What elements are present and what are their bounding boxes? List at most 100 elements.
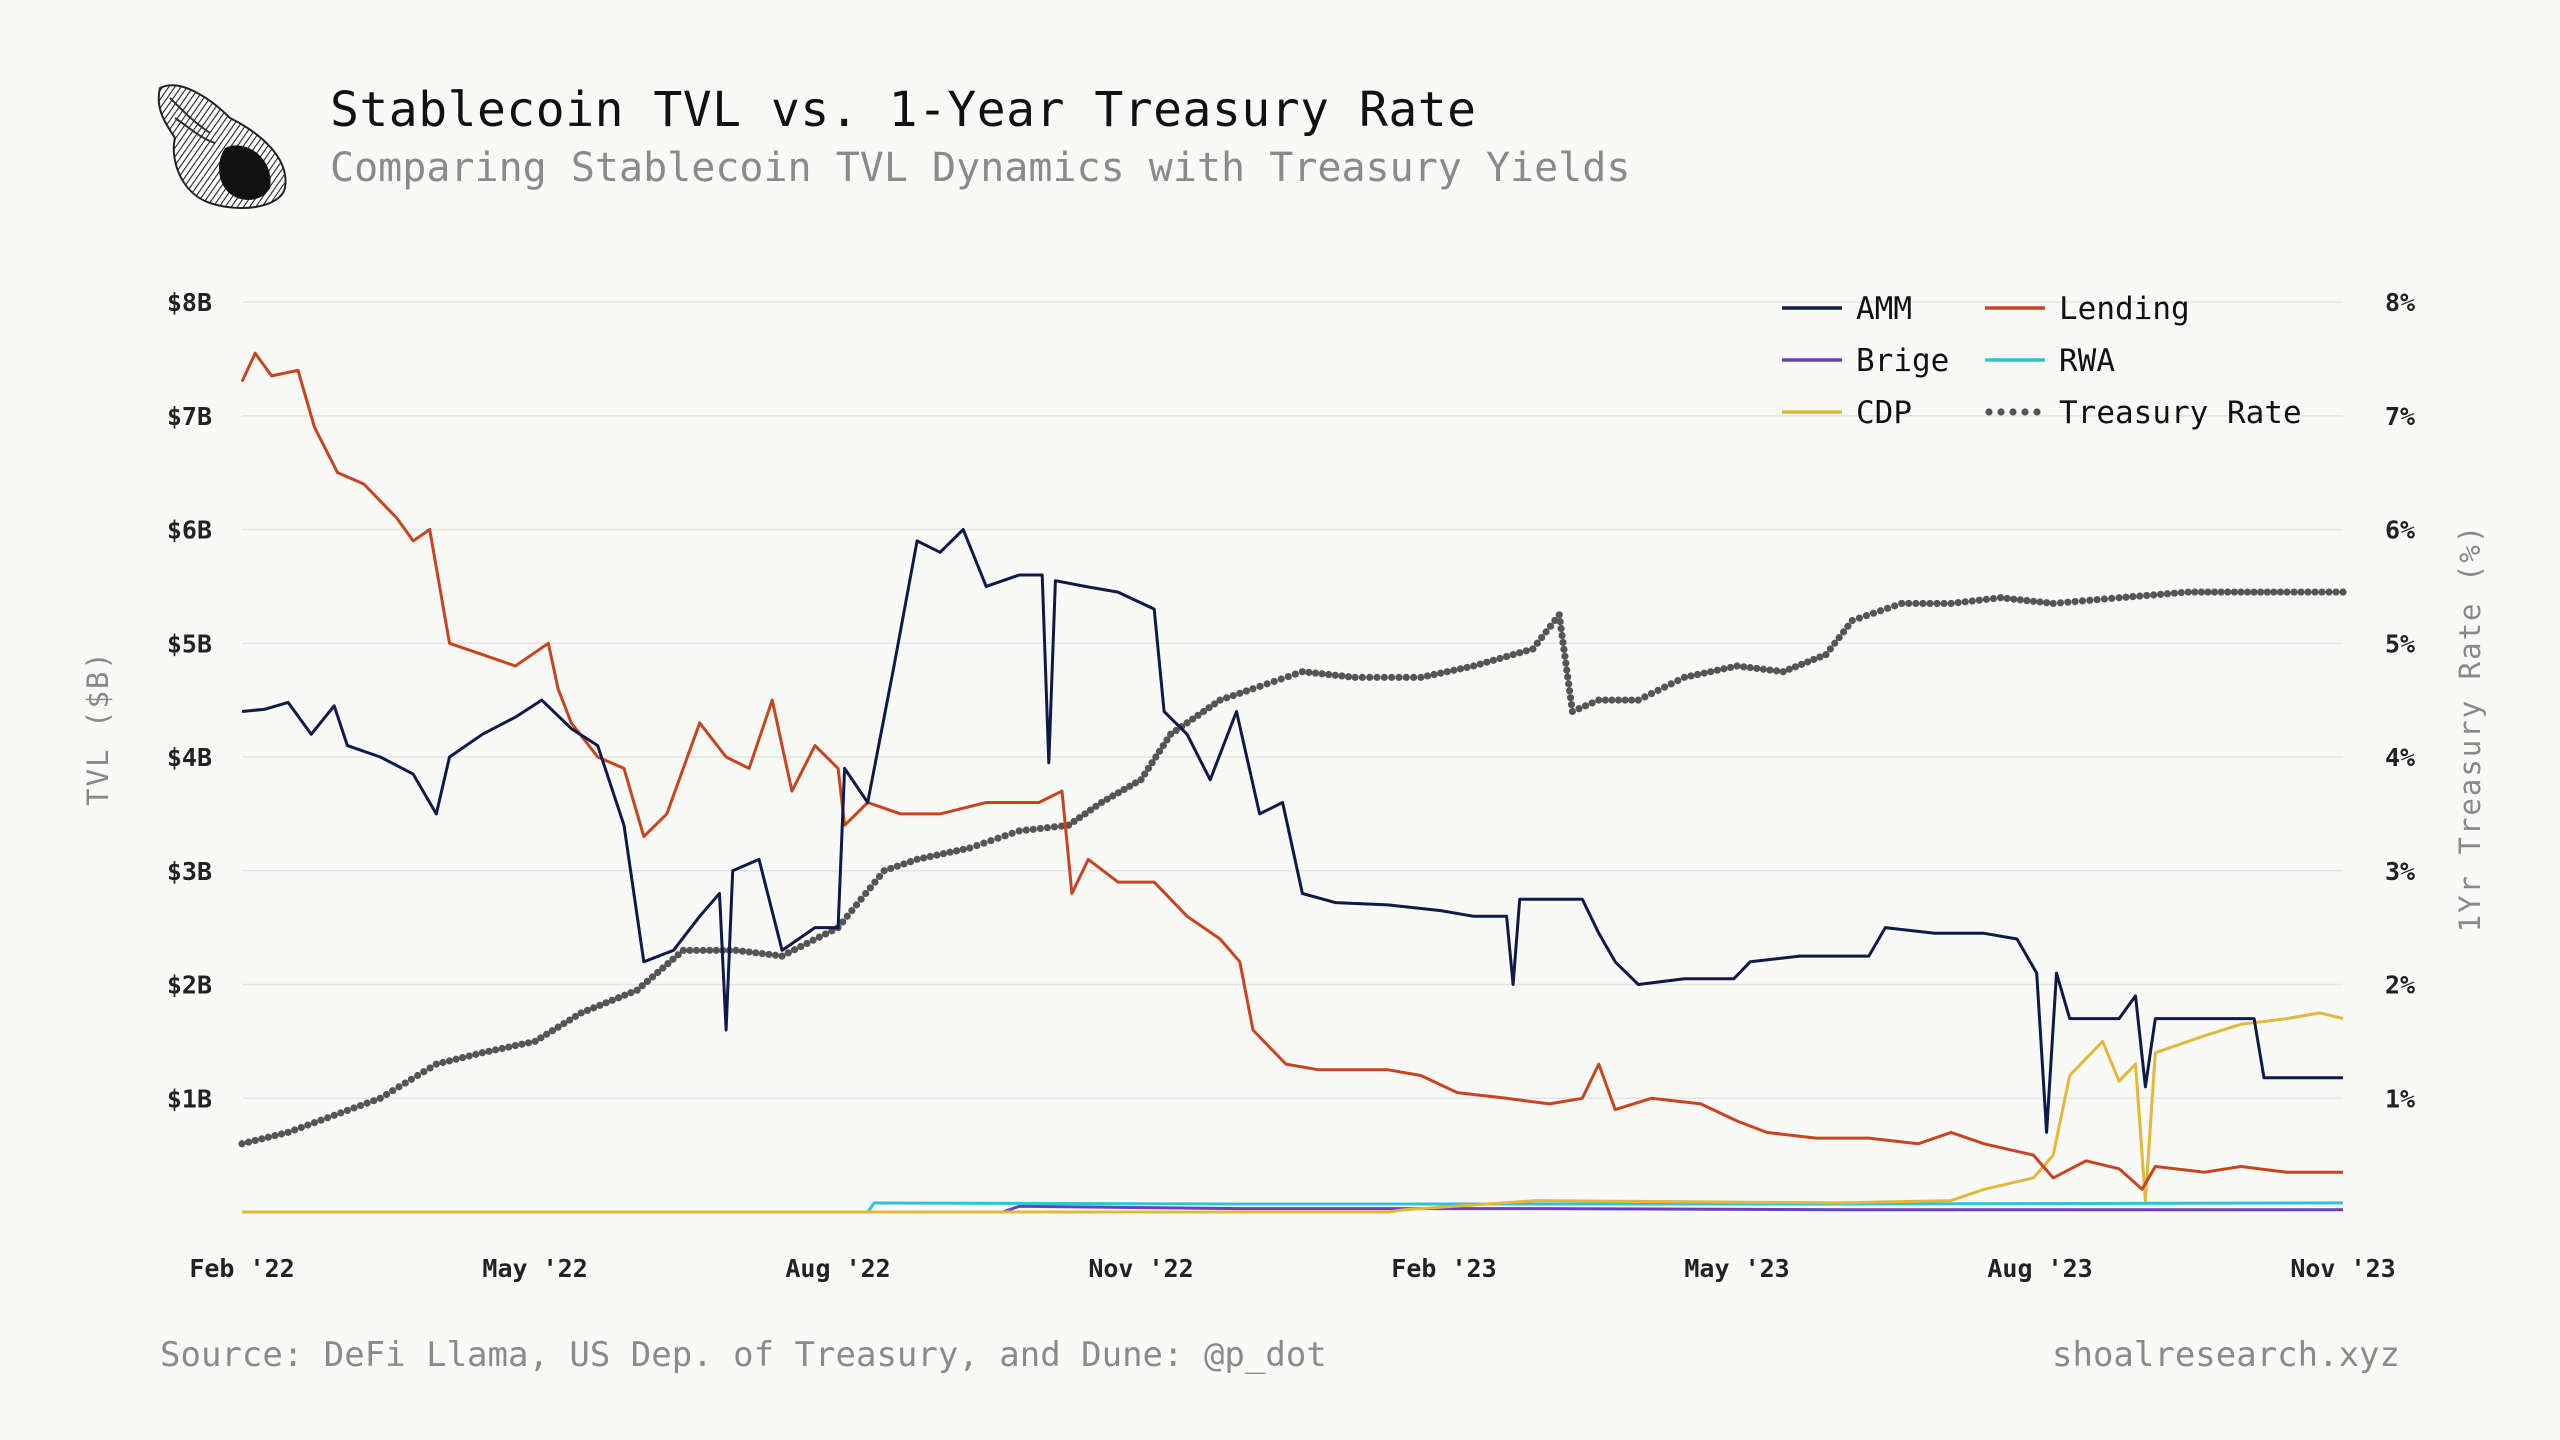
treasury-rate-point: [1075, 814, 1084, 822]
treasury-rate-point: [1564, 673, 1572, 681]
treasury-rate-point: [887, 864, 895, 873]
y2-tick-label: 2%: [2385, 971, 2415, 1000]
legend-swatch: [2009, 408, 2017, 416]
treasury-rate-point: [1926, 599, 1934, 608]
treasury-rate-point: [822, 930, 830, 938]
treasury-rate-point: [1772, 667, 1781, 675]
treasury-rate-point: [1634, 696, 1642, 704]
treasury-rate-point: [511, 1042, 519, 1050]
treasury-rate-point: [1311, 669, 1320, 677]
treasury-rate-point: [426, 1064, 434, 1072]
treasury-rate-point: [2237, 588, 2245, 596]
treasury-rate-point: [2129, 593, 2137, 601]
treasury-rate-point: [1687, 672, 1695, 680]
treasury-rate-point: [1366, 673, 1374, 681]
treasury-rate-point: [2257, 588, 2265, 596]
treasury-rate-point: [1417, 673, 1425, 681]
treasury-rate-point: [627, 989, 635, 997]
treasury-rate-point: [1839, 628, 1848, 636]
treasury-rate-point: [1373, 673, 1381, 681]
treasury-rate-point: [1057, 822, 1066, 830]
treasury-rate-point: [1933, 599, 1941, 608]
x-tick-label: Nov '23: [2290, 1254, 2395, 1283]
treasury-rate-point: [1680, 673, 1688, 681]
treasury-rate-point: [445, 1057, 454, 1065]
legend-label: Treasury Rate: [2059, 395, 2302, 431]
treasury-rate-point: [1560, 645, 1568, 653]
treasury-rate-point: [1568, 707, 1577, 716]
treasury-rate-point: [1546, 622, 1555, 630]
treasury-rate-point: [1559, 638, 1567, 647]
y-tick-label: $4B: [167, 743, 212, 772]
treasury-rate-point: [784, 949, 792, 957]
treasury-rate-point: [337, 1109, 345, 1117]
treasury-rate-point: [2191, 588, 2199, 596]
treasury-rate-point: [291, 1126, 299, 1134]
treasury-rate-point: [953, 847, 961, 855]
legend-label: Lending: [2059, 291, 2190, 327]
treasury-rate-point: [2100, 595, 2109, 603]
treasury-rate-point: [1816, 653, 1824, 661]
treasury-rate-point: [1423, 672, 1432, 680]
y2-tick-label: 1%: [2385, 1084, 2415, 1113]
treasury-rate-point: [2143, 591, 2151, 600]
treasury-rate-point: [1210, 700, 1219, 708]
treasury-rate-point: [1159, 742, 1167, 750]
treasury-rate-point: [1608, 696, 1616, 704]
treasury-rate-point: [1358, 673, 1366, 681]
treasury-rate-point: [771, 951, 780, 959]
treasury-rate-point: [2184, 588, 2192, 596]
treasury-rate-point: [1496, 654, 1504, 663]
treasury-rate-point: [946, 848, 954, 856]
legend-swatch: [2021, 408, 2029, 416]
treasury-rate-point: [1144, 764, 1153, 772]
treasury-rate-point: [498, 1044, 506, 1053]
treasury-rate-point: [1172, 726, 1180, 735]
legend-item-brige: Brige: [1782, 343, 1949, 379]
treasury-rate-point: [1884, 604, 1892, 612]
treasury-rate-point: [1291, 670, 1299, 678]
treasury-rate-point: [1298, 668, 1306, 676]
treasury-rate-point: [939, 850, 948, 858]
treasury-rate-point: [1148, 759, 1156, 767]
treasury-rate-point: [258, 1135, 266, 1143]
treasury-rate-point: [1898, 599, 1906, 608]
source-note: Source: DeFi Llama, US Dep. of Treasury,…: [160, 1335, 1327, 1375]
treasury-rate-point: [1561, 652, 1569, 660]
treasury-rate-point: [284, 1128, 292, 1136]
treasury-rate-point: [478, 1049, 486, 1057]
treasury-rate-point: [1759, 665, 1768, 673]
treasury-rate-point: [1141, 770, 1149, 778]
treasury-rate-point: [2339, 588, 2347, 596]
treasury-rate-point: [1029, 825, 1037, 833]
y-axis-left-ticks: $1B $2B $3B $4B $5B $6B $7B $8B: [167, 288, 212, 1113]
series-layer: [238, 351, 2347, 1214]
treasury-rate-point: [1050, 823, 1059, 831]
treasury-rate-point: [2170, 589, 2178, 597]
treasury-rate-point: [1989, 594, 1998, 603]
treasury-rate-point: [920, 854, 928, 862]
treasury-rate-point: [571, 1012, 580, 1021]
treasury-rate-point: [900, 860, 908, 868]
treasury-rate-point: [699, 946, 707, 954]
treasury-rate-point: [2043, 599, 2051, 607]
y2-tick-label: 6%: [2385, 516, 2415, 545]
shell-logo-icon: [157, 84, 287, 209]
treasury-rate-point: [987, 837, 995, 845]
treasury-rate-point: [602, 999, 610, 1007]
treasury-rate-point: [790, 946, 799, 954]
y2-tick-label: 3%: [2385, 857, 2415, 886]
treasury-rate-point: [577, 1009, 585, 1017]
treasury-rate-point: [1318, 670, 1326, 678]
treasury-rate-point: [1700, 669, 1708, 677]
treasury-rate-point: [893, 862, 901, 870]
treasury-rate-point: [324, 1114, 332, 1122]
treasury-rate-point: [1575, 705, 1583, 713]
treasury-rate-point: [1022, 826, 1030, 834]
treasury-rate-point: [1538, 633, 1546, 642]
treasury-rate-point: [407, 1075, 416, 1083]
treasury-rate-point: [1601, 696, 1609, 704]
treasury-rate-point: [1476, 660, 1484, 668]
x-tick-label: Nov '22: [1088, 1254, 1193, 1283]
treasury-rate-point: [765, 950, 773, 959]
